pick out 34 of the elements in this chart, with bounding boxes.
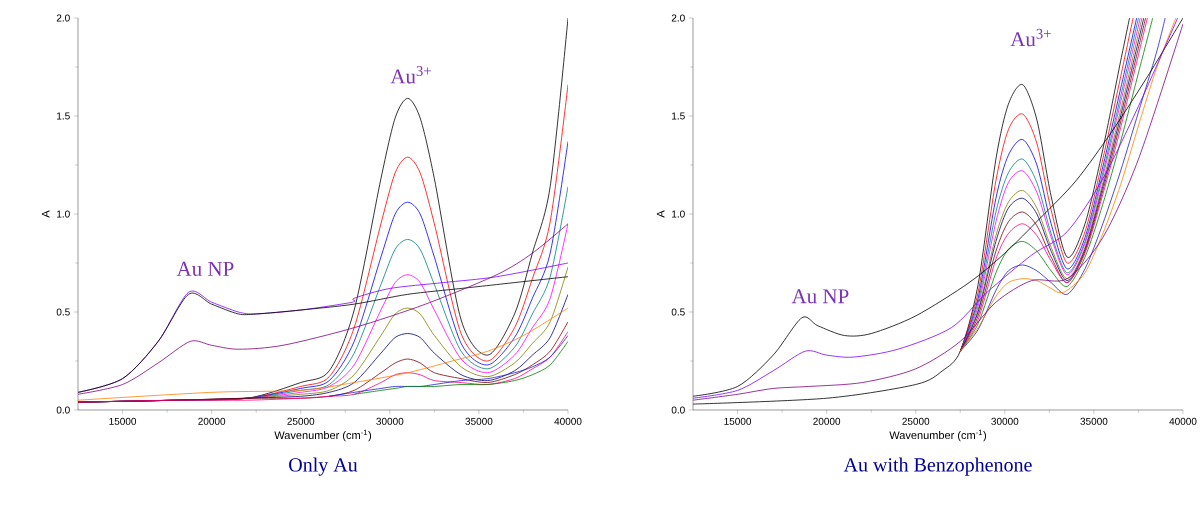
y-axis-title: A [41, 210, 50, 218]
annotation: Au$^{3+}$ [1010, 28, 1051, 47]
x-tick-label: 30000 [991, 417, 1019, 425]
annotation: Au$^{3+}$ [390, 66, 431, 84]
x-tick-label: 15000 [724, 417, 752, 425]
y-axis-title: A [656, 210, 665, 218]
x-tick-label: 40000 [1169, 417, 1197, 425]
y-tick-label: 1.5 [57, 112, 70, 120]
y-tick-label: 2.0 [671, 14, 685, 22]
y-tick-label: 0.5 [56, 308, 70, 316]
x-tick-label: 25000 [902, 417, 930, 425]
x-tick-label: 25000 [287, 417, 315, 425]
y-tick-label: 2.0 [56, 14, 70, 22]
y-tick-label: 0.0 [671, 406, 685, 414]
x-axis-title: Wavenumber (cm$^{-1}$) [889, 429, 987, 442]
y-tick-label: 0.0 [56, 406, 70, 414]
x-tick-label: 30000 [376, 417, 404, 425]
line-series [328, 335, 569, 397]
annotation: Au NP [176, 261, 234, 276]
y-tick-label: 0.5 [671, 308, 685, 316]
x-tick-label: 20000 [198, 417, 226, 425]
y-tick-label: 1.0 [57, 210, 70, 218]
y-tick-label: 1.0 [672, 210, 685, 218]
annotation: Au NP [791, 289, 849, 304]
x-tick-label: 40000 [554, 417, 582, 425]
x-tick-label: 35000 [465, 417, 493, 425]
x-axis-title: Wavenumber (cm$^{-1}$) [274, 429, 372, 442]
x-tick-label: 15000 [109, 417, 137, 425]
x-tick-label: 35000 [1080, 417, 1108, 425]
y-tick-label: 1.5 [672, 112, 685, 120]
text: Only Au [289, 457, 358, 476]
line-series [353, 340, 569, 395]
x-tick-label: 20000 [813, 417, 841, 425]
text: Au with Benzophenone [843, 457, 1032, 476]
